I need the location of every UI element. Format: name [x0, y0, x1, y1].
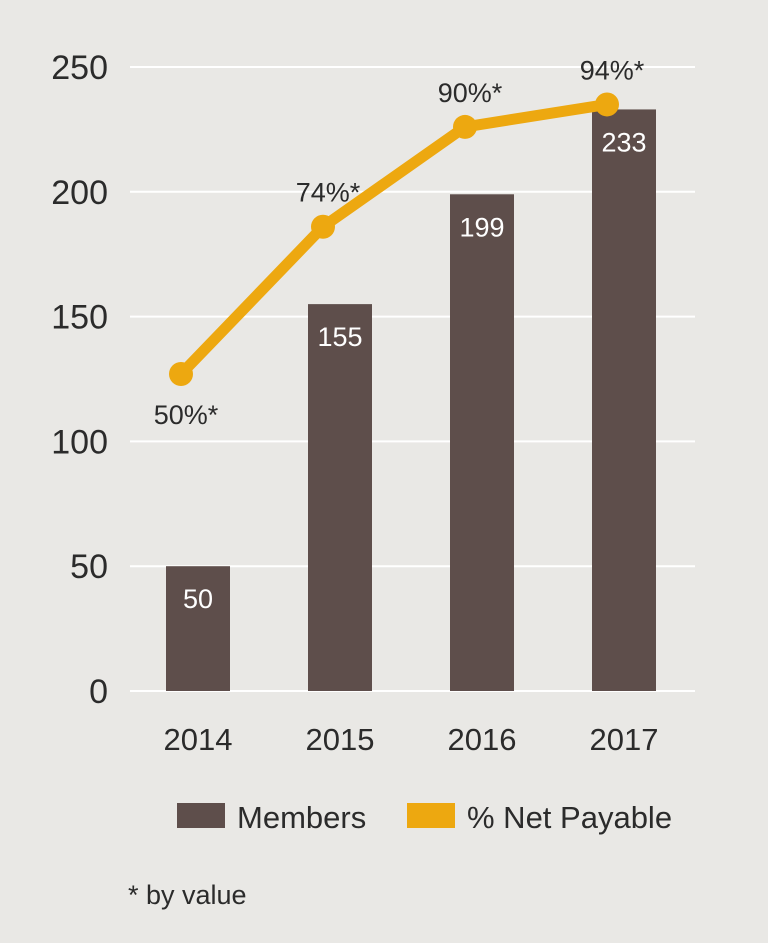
x-axis: 2014 2015 2016 2017 [164, 722, 659, 757]
y-tick-label-150: 150 [51, 299, 108, 337]
x-tick-label-2015: 2015 [306, 722, 375, 757]
point-2017 [595, 92, 619, 117]
x-tick-label-2016: 2016 [448, 722, 517, 757]
x-tick-label-2017: 2017 [590, 722, 659, 757]
point-2016 [453, 114, 477, 139]
bar-2015 [308, 304, 372, 691]
x-tick-label-2014: 2014 [164, 722, 233, 757]
y-tick-label-50: 50 [70, 548, 108, 586]
line-label-2016: 90%* [438, 78, 503, 108]
y-tick-label-250: 250 [51, 49, 108, 87]
bar-series-members: 50 155 199 233 [166, 109, 656, 691]
legend-swatch-members [177, 803, 225, 828]
bar-2017 [592, 109, 656, 691]
footnote: * by value [128, 880, 247, 910]
legend: Members % Net Payable [177, 800, 672, 835]
line-label-2015: 74%* [296, 178, 361, 208]
y-tick-label-0: 0 [89, 673, 108, 711]
line-series-net-payable: 50%* 74%* 90%* 94%* [154, 55, 645, 430]
bar-2016 [450, 194, 514, 691]
y-axis: 0 50 100 150 200 250 [51, 49, 108, 711]
bar-label-2015: 155 [317, 322, 362, 352]
point-2014 [169, 362, 193, 387]
y-tick-label-100: 100 [51, 423, 108, 461]
legend-label-members: Members [237, 800, 366, 835]
line-label-2017: 94%* [580, 55, 645, 85]
line-label-2014: 50%* [154, 400, 219, 430]
legend-label--net-payable: % Net Payable [467, 800, 672, 835]
point-2015 [311, 214, 335, 239]
bar-2014 [166, 566, 230, 691]
bar-label-2014: 50 [183, 584, 213, 614]
bar-label-2016: 199 [459, 212, 504, 242]
bar-label-2017: 233 [601, 127, 646, 157]
line-net-payable [175, 98, 613, 380]
legend-swatch--net-payable [407, 803, 455, 828]
y-tick-label-200: 200 [51, 174, 108, 212]
